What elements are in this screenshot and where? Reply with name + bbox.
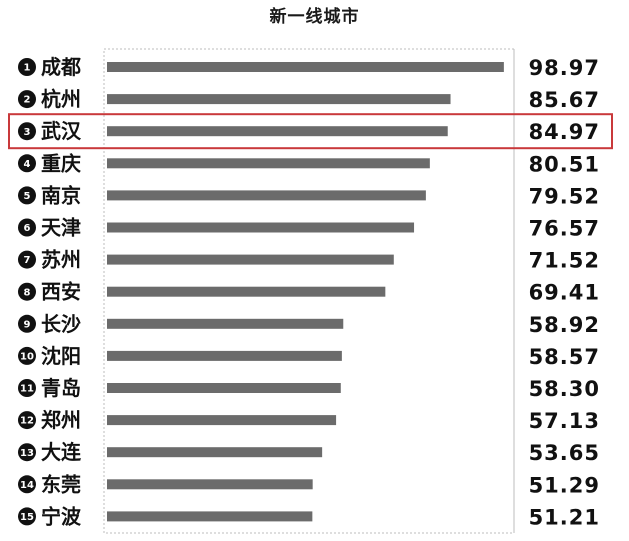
bars bbox=[107, 62, 504, 522]
value-label: 58.30 bbox=[529, 377, 600, 401]
highlight-layer bbox=[8, 113, 613, 150]
bar bbox=[107, 383, 341, 393]
bar bbox=[107, 94, 451, 105]
rank-number: 3 bbox=[24, 127, 31, 138]
rank-number: 15 bbox=[20, 512, 34, 523]
rank-circle bbox=[18, 250, 36, 269]
value-label: 71.52 bbox=[529, 249, 600, 273]
city-label: 宁波 bbox=[41, 504, 82, 528]
rank-number: 10 bbox=[20, 352, 34, 363]
rank-circle bbox=[18, 346, 36, 365]
city-label: 天津 bbox=[41, 216, 81, 240]
bar bbox=[107, 415, 337, 426]
city-label: 长沙 bbox=[41, 312, 81, 336]
rank-circle bbox=[18, 154, 36, 173]
rank-number: 2 bbox=[24, 95, 31, 106]
value-label: 51.21 bbox=[529, 505, 600, 529]
rank-circle bbox=[18, 90, 36, 109]
city-label: 武汉 bbox=[41, 119, 82, 143]
value-label: 58.92 bbox=[529, 313, 600, 337]
value-labels: 98.97 85.67 84.97 80.51 79.52 76.57 71.52 69.41… bbox=[529, 56, 600, 529]
value-label: 69.41 bbox=[529, 281, 600, 305]
city-labels: 1 成都 2 杭州 3 武汉 4 重庆 5 南京 6 天津 7 苏州 8 西安 9 长沙 10 沈阳 11 青岛 12 郑州 1… bbox=[18, 55, 82, 528]
bar bbox=[107, 190, 426, 201]
rank-circle bbox=[18, 122, 36, 141]
rank-circle bbox=[18, 218, 36, 237]
rank-circle bbox=[18, 507, 36, 526]
rank-number: 6 bbox=[24, 223, 31, 234]
bar bbox=[107, 158, 430, 169]
value-label: 84.97 bbox=[529, 120, 600, 144]
bar bbox=[107, 62, 504, 72]
rank-circle bbox=[18, 58, 36, 76]
city-label: 东莞 bbox=[41, 472, 81, 496]
bar bbox=[107, 447, 323, 458]
city-label: 成都 bbox=[41, 55, 81, 79]
city-label: 大连 bbox=[41, 440, 82, 464]
rank-circle bbox=[18, 443, 36, 462]
rank-circle bbox=[18, 186, 36, 205]
rank-number: 9 bbox=[24, 319, 31, 330]
city-label: 南京 bbox=[41, 183, 81, 207]
chart-title: 新一线城市 bbox=[269, 7, 360, 27]
rank-number: 12 bbox=[20, 416, 34, 427]
rank-circle bbox=[18, 314, 36, 333]
city-label: 杭州 bbox=[41, 87, 81, 111]
city-label: 重庆 bbox=[41, 151, 81, 175]
value-label: 51.29 bbox=[529, 473, 600, 497]
bar bbox=[107, 286, 386, 297]
rank-number: 8 bbox=[24, 287, 31, 298]
city-label: 郑州 bbox=[41, 408, 81, 432]
bar bbox=[107, 126, 448, 137]
highlight-box bbox=[8, 113, 613, 150]
city-label: 青岛 bbox=[41, 376, 81, 400]
value-label: 76.57 bbox=[529, 217, 600, 241]
city-label: 苏州 bbox=[41, 248, 81, 272]
rank-circle bbox=[18, 282, 36, 301]
rank-number: 14 bbox=[20, 480, 34, 491]
value-label: 80.51 bbox=[529, 152, 600, 176]
value-label: 85.67 bbox=[529, 88, 600, 112]
bar bbox=[107, 222, 415, 233]
rank-circle bbox=[18, 411, 36, 430]
rank-number: 5 bbox=[24, 191, 31, 202]
value-label: 98.97 bbox=[529, 56, 600, 80]
bar bbox=[107, 511, 313, 522]
rank-circle bbox=[18, 475, 36, 494]
value-label: 57.13 bbox=[529, 409, 600, 433]
rank-number: 1 bbox=[24, 63, 31, 74]
bar bbox=[107, 254, 394, 265]
plot-frame bbox=[103, 48, 515, 534]
value-label: 58.57 bbox=[529, 345, 600, 369]
value-label: 79.52 bbox=[529, 184, 600, 208]
rank-number: 7 bbox=[24, 255, 31, 266]
rank-number: 11 bbox=[20, 384, 34, 395]
rank-number: 4 bbox=[24, 159, 31, 170]
bar bbox=[107, 318, 344, 329]
bar bbox=[107, 479, 313, 490]
city-label: 沈阳 bbox=[41, 344, 81, 368]
rank-number: 13 bbox=[20, 448, 34, 459]
bar bbox=[107, 350, 342, 361]
city-label: 西安 bbox=[41, 280, 81, 304]
value-label: 53.65 bbox=[529, 441, 600, 465]
rank-circle bbox=[18, 379, 36, 397]
